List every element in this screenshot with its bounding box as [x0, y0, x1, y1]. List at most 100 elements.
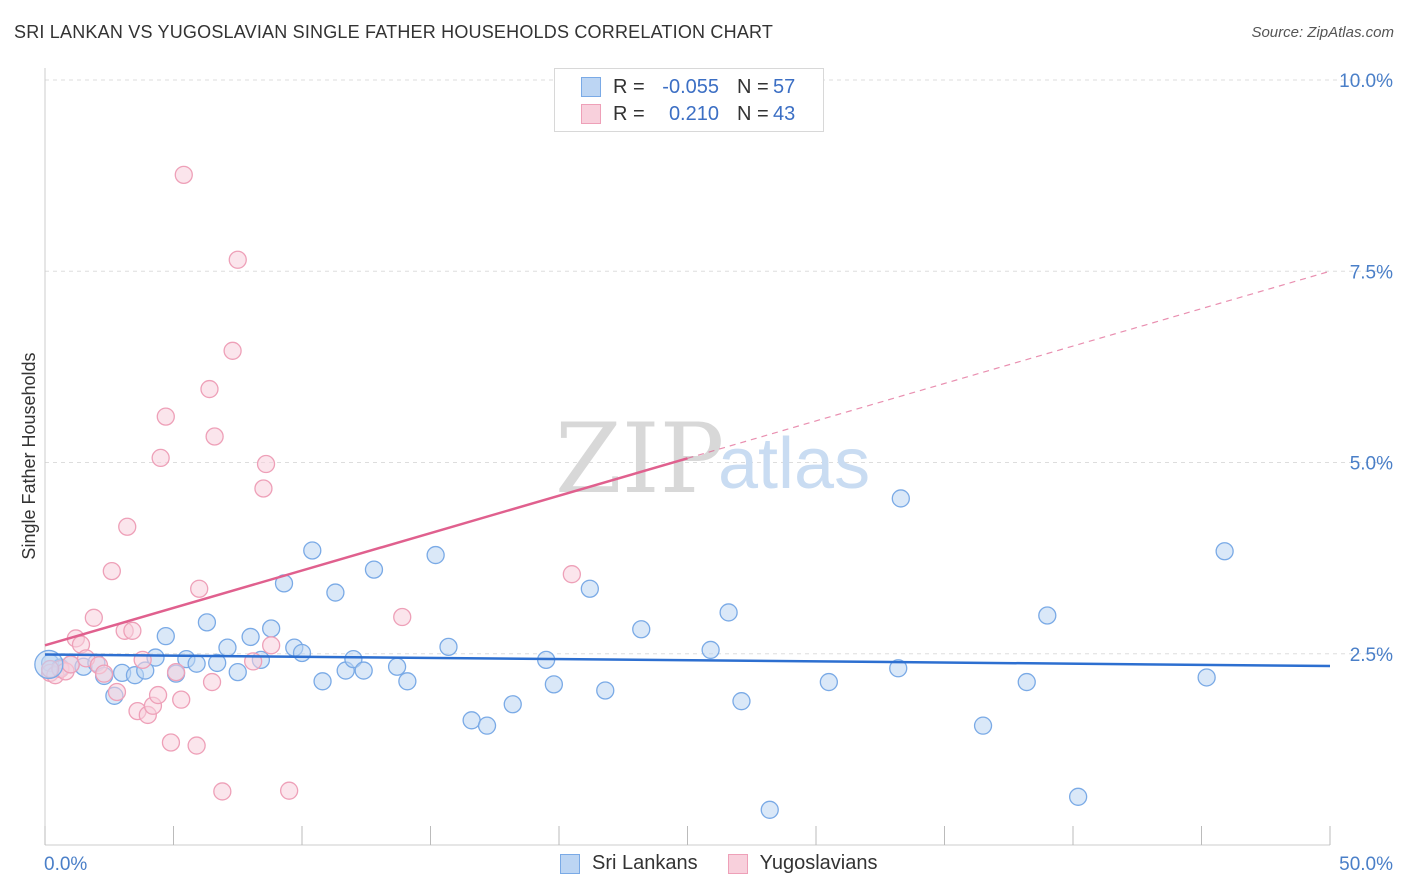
data-point: [1197, 668, 1216, 687]
data-point: [719, 603, 738, 622]
data-point: [228, 250, 247, 269]
data-point: [393, 607, 412, 627]
yugoslavians-swatch: [727, 853, 748, 874]
data-point: [223, 341, 242, 360]
data-point: [439, 637, 458, 657]
y-tick-labels: 2.5% 5.0% 7.5% 10.0%: [1339, 71, 1393, 666]
data-point: [354, 661, 373, 680]
data-point: [174, 165, 193, 185]
data-point: [544, 675, 564, 694]
data-point: [156, 627, 175, 646]
data-point: [228, 662, 247, 682]
trend-line-extrapolated: [687, 270, 1331, 459]
data-point: [344, 649, 363, 669]
data-point: [123, 621, 142, 640]
data-point: [701, 640, 720, 660]
x-tick-labels: 0.0% 50.0%: [44, 854, 1393, 875]
yugoslavians-swatch: [581, 104, 601, 124]
watermark-zip: ZIP: [555, 403, 724, 515]
data-point: [1068, 787, 1088, 806]
data-point: [426, 545, 445, 565]
data-point: [891, 489, 910, 508]
trend-lines: [44, 270, 1331, 668]
legend-item-sri-lankans[interactable]: Sri Lankans: [560, 852, 698, 875]
data-point: [398, 672, 417, 691]
data-point: [161, 733, 181, 752]
axes: [44, 68, 1331, 846]
legend-label: Sri Lankans: [592, 852, 698, 874]
data-point: [279, 781, 299, 800]
data-point: [254, 479, 273, 498]
data-point: [1017, 672, 1036, 692]
r-label: R =: [613, 102, 645, 125]
data-point: [202, 672, 222, 692]
data-point: [1038, 606, 1057, 625]
n-value: 43: [773, 102, 796, 125]
x-tick-label: 0.0%: [44, 854, 87, 875]
data-point: [262, 636, 281, 655]
data-point: [632, 620, 651, 639]
data-point: [241, 627, 260, 647]
data-point: [503, 695, 522, 714]
stats-row-sri-lankans: R = -0.055 N = 57: [581, 74, 795, 100]
data-point: [118, 517, 137, 536]
y-tick-label: 2.5%: [1350, 645, 1393, 666]
data-point: [218, 638, 237, 657]
data-point: [819, 672, 838, 692]
r-value: -0.055: [662, 75, 719, 98]
legend-item-yugoslavians[interactable]: Yugoslavians: [727, 852, 878, 875]
data-point: [172, 690, 191, 709]
data-point: [94, 664, 114, 683]
sri-lankans-swatch: [560, 853, 580, 874]
data-point: [732, 692, 751, 711]
series-legend: Sri Lankans Yugoslavians: [560, 852, 908, 875]
data-point: [760, 800, 779, 819]
series-yugoslavians: [40, 165, 581, 801]
data-point: [200, 379, 219, 399]
data-point: [197, 613, 217, 632]
data-point: [477, 716, 497, 735]
chart-title: SRI LANKAN VS YUGOSLAVIAN SINGLE FATHER …: [14, 22, 774, 42]
stats-legend: R = -0.055 N = 57 R = 0.210 N = 43: [554, 68, 824, 132]
data-point: [364, 560, 384, 579]
data-point: [205, 427, 224, 446]
legend-label: Yugoslavians: [759, 852, 878, 874]
data-point: [208, 653, 227, 673]
data-point: [133, 650, 152, 670]
data-point: [107, 682, 127, 702]
r-value: 0.210: [668, 102, 719, 125]
data-point: [973, 716, 993, 735]
n-label: N =: [737, 75, 769, 98]
trend-line: [44, 457, 688, 647]
data-point-cluster: [34, 649, 64, 680]
data-point: [262, 619, 281, 638]
data-point: [889, 659, 908, 678]
watermark: ZIP atlas: [555, 403, 870, 515]
data-point: [580, 579, 599, 598]
trend-line: [44, 653, 1331, 668]
data-point: [190, 579, 209, 598]
data-point: [326, 583, 345, 602]
source-note: Source: ZipAtlas.com: [1251, 24, 1394, 41]
data-point: [292, 643, 312, 663]
n-value: 57: [773, 75, 796, 98]
y-tick-label: 7.5%: [1350, 262, 1393, 283]
data-point: [562, 565, 581, 584]
data-point: [187, 654, 206, 673]
data-point: [213, 782, 232, 801]
data-point: [187, 736, 206, 755]
data-point: [256, 454, 276, 474]
grid-lines: [45, 79, 1392, 655]
r-label: R =: [613, 75, 645, 98]
data-point: [596, 681, 615, 700]
data-point: [313, 672, 332, 691]
data-point: [84, 608, 103, 627]
y-tick-label: 5.0%: [1350, 454, 1393, 475]
data-point: [151, 448, 170, 468]
x-tick-label: 50.0%: [1339, 854, 1393, 875]
stats-row-yugoslavians: R = 0.210 N = 43: [581, 101, 795, 127]
data-point: [387, 657, 407, 676]
data-point: [166, 662, 186, 682]
data-point: [303, 541, 322, 560]
y-axis-label: Single Father Households: [19, 352, 39, 559]
